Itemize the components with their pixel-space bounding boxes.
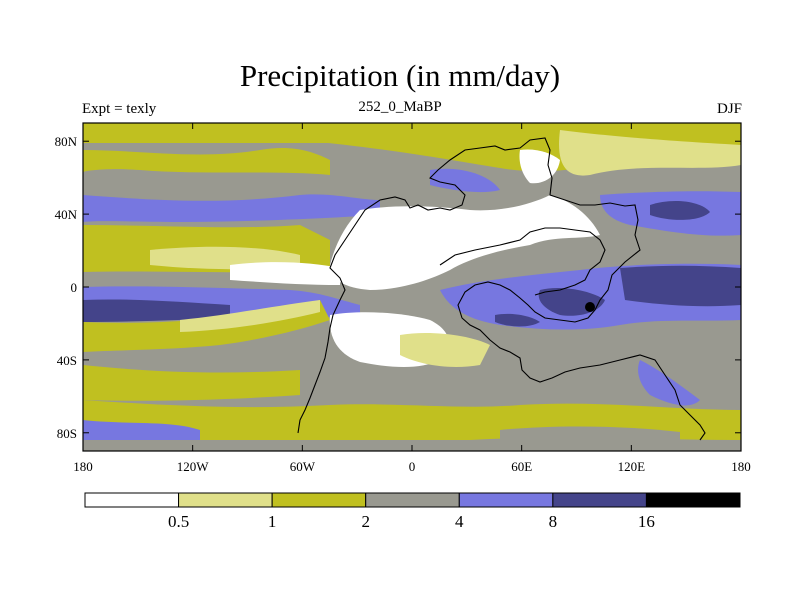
y-axis: 80N 40N 0 40S 80S (55, 134, 741, 441)
field-maximum (585, 302, 595, 312)
y-tick-label: 40N (55, 207, 78, 222)
colorbar-label: 2 (361, 512, 370, 531)
x-tick-label: 120E (618, 459, 646, 474)
x-tick-label: 180 (731, 459, 751, 474)
continent-outline-inner (439, 227, 606, 296)
plot-title: Precipitation (in mm/day) (239, 58, 561, 93)
field-patch (230, 262, 340, 285)
field-patch (638, 360, 700, 406)
field-patch (330, 195, 600, 290)
field-patch (430, 168, 500, 193)
colorbar-swatch (365, 492, 460, 508)
colorbar-swatch (458, 492, 554, 508)
colorbar-label: 16 (638, 512, 655, 531)
field-band (83, 365, 300, 401)
field-patch (559, 130, 741, 176)
colorbar-label: 0.5 (168, 512, 189, 531)
time-label: 252_0_MaBP (358, 99, 442, 115)
precipitation-field (83, 123, 741, 451)
colorbar-swatch (645, 492, 741, 508)
y-tick-label: 40S (57, 353, 77, 368)
colorbar-swatch (552, 492, 647, 508)
season-label: DJF (716, 101, 742, 117)
x-axis: 180 120W 60W 0 60E 120E 180 (73, 123, 751, 474)
colorbar: 0.5 1 2 4 8 16 (84, 492, 741, 531)
colorbar-label: 4 (455, 512, 464, 531)
x-tick-label: 60E (511, 459, 532, 474)
field-patch (519, 149, 560, 184)
colorbar-label: 1 (268, 512, 277, 531)
y-tick-label: 80S (57, 426, 77, 441)
x-tick-label: 120W (177, 459, 210, 474)
x-tick-label: 0 (409, 459, 416, 474)
y-tick-label: 0 (71, 280, 78, 295)
colorbar-swatch (271, 492, 367, 508)
colorbar-swatch (178, 492, 273, 508)
field-patch (400, 333, 490, 367)
field-band (83, 299, 230, 322)
colorbar-swatch (84, 492, 180, 508)
field-patch (83, 148, 330, 175)
colorbar-label: 8 (549, 512, 558, 531)
field-patch (495, 313, 540, 327)
x-tick-label: 60W (290, 459, 316, 474)
field-band (83, 194, 380, 222)
y-tick-label: 80N (55, 134, 78, 149)
field-patch (650, 200, 710, 220)
field-patch (180, 300, 320, 332)
field-patch (620, 265, 741, 307)
experiment-label: Expt = texly (82, 101, 157, 117)
x-tick-label: 180 (73, 459, 93, 474)
continent-outline (297, 137, 706, 441)
